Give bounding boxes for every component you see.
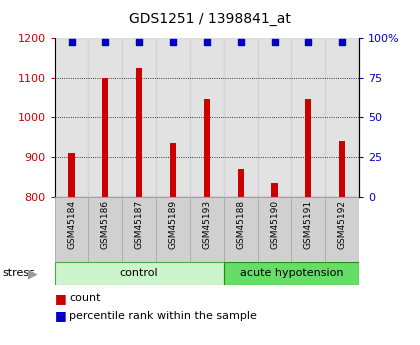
Point (237, 39, 244, 45)
FancyBboxPatch shape (55, 262, 224, 285)
FancyBboxPatch shape (224, 197, 257, 262)
Bar (339, 141, 345, 197)
FancyBboxPatch shape (89, 197, 122, 262)
Point (271, 39, 278, 45)
Text: control: control (120, 268, 158, 278)
Bar (68, 153, 75, 197)
Bar (55, 38, 89, 197)
Bar (136, 68, 142, 197)
Bar (156, 38, 190, 197)
Bar (305, 99, 311, 197)
Bar (102, 78, 108, 197)
Text: GSM45184: GSM45184 (67, 200, 76, 249)
Text: GSM45193: GSM45193 (202, 200, 211, 249)
Bar (170, 143, 176, 197)
Point (102, 39, 109, 45)
Text: ■: ■ (55, 292, 66, 305)
Text: GSM45192: GSM45192 (338, 200, 346, 249)
Point (339, 39, 346, 45)
Point (203, 39, 210, 45)
Bar (271, 183, 278, 197)
Bar (122, 38, 156, 197)
FancyBboxPatch shape (257, 197, 291, 262)
FancyBboxPatch shape (55, 197, 89, 262)
Bar (238, 169, 244, 197)
FancyBboxPatch shape (190, 197, 224, 262)
Text: GSM45190: GSM45190 (270, 200, 279, 249)
Point (136, 39, 142, 45)
FancyBboxPatch shape (325, 197, 359, 262)
Text: GSM45191: GSM45191 (304, 200, 313, 249)
FancyBboxPatch shape (122, 197, 156, 262)
Text: GDS1251 / 1398841_at: GDS1251 / 1398841_at (129, 12, 291, 26)
Bar (204, 99, 210, 197)
Text: GSM45187: GSM45187 (135, 200, 144, 249)
Text: GSM45189: GSM45189 (168, 200, 178, 249)
Text: acute hypotension: acute hypotension (240, 268, 343, 278)
Bar (325, 38, 359, 197)
Bar (291, 38, 325, 197)
Text: ■: ■ (55, 309, 66, 322)
Bar (257, 38, 291, 197)
Bar (224, 38, 257, 197)
Text: GSM45186: GSM45186 (101, 200, 110, 249)
Bar (89, 38, 122, 197)
Bar (190, 38, 224, 197)
Text: GSM45188: GSM45188 (236, 200, 245, 249)
FancyBboxPatch shape (224, 262, 359, 285)
Text: stress: stress (2, 268, 35, 278)
Text: percentile rank within the sample: percentile rank within the sample (69, 311, 257, 321)
Text: count: count (69, 294, 101, 303)
Text: ▶: ▶ (28, 267, 37, 280)
Point (68, 39, 75, 45)
FancyBboxPatch shape (156, 197, 190, 262)
FancyBboxPatch shape (291, 197, 325, 262)
Point (305, 39, 312, 45)
Point (170, 39, 176, 45)
